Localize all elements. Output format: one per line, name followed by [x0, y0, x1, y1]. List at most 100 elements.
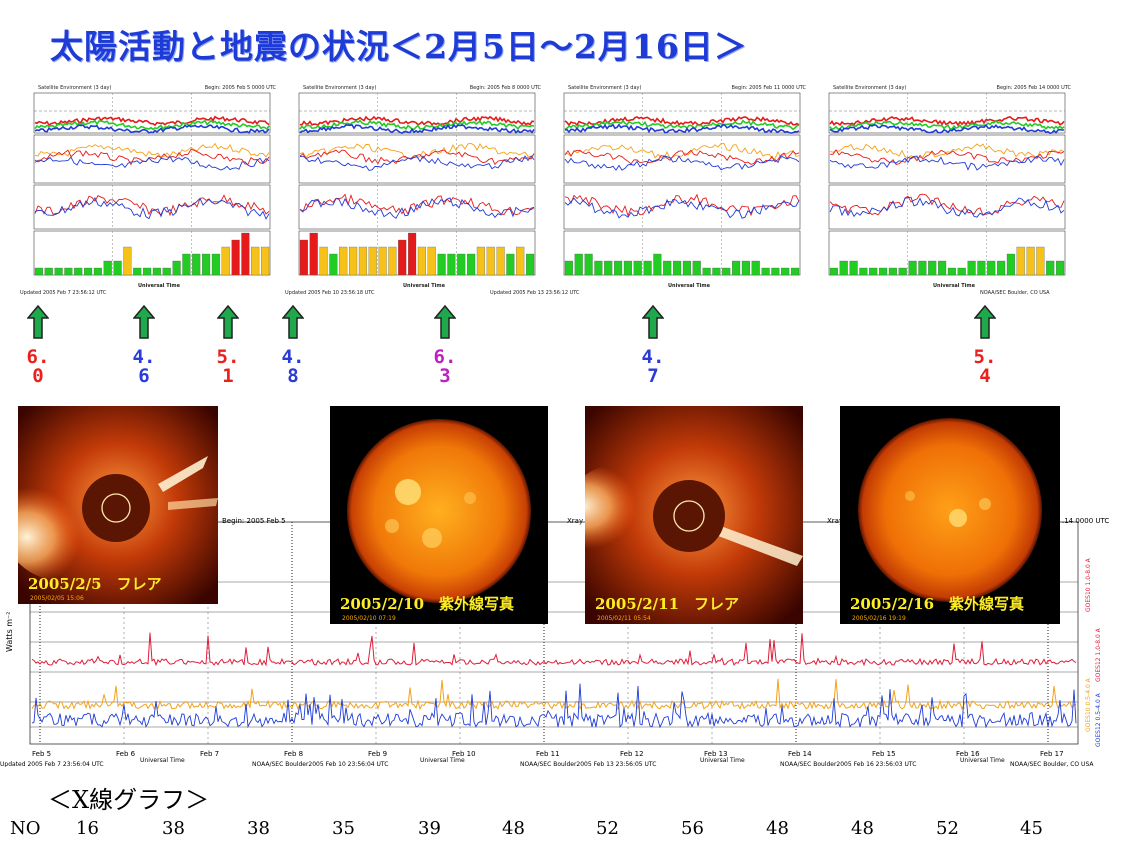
kp-bar — [182, 253, 191, 276]
kp-bar — [447, 253, 456, 276]
kp-bar — [967, 260, 976, 276]
magnetometer-line — [564, 193, 800, 217]
kp-bar — [437, 253, 446, 276]
panel-footer-mid: Universal Time — [403, 283, 445, 289]
kp-bar — [839, 260, 848, 276]
kp-bar — [732, 260, 741, 276]
kp-bar — [44, 267, 53, 276]
panel-header-left: Satellite Environment (3 day) — [833, 85, 907, 91]
satellite-panel: Satellite Environment (3 day) Begin: 200… — [815, 83, 1077, 298]
xray-day-tick: Feb 15 — [872, 750, 896, 758]
photo-timestamp: 2005/02/05 15:06 — [30, 595, 84, 602]
kp-bar — [467, 253, 476, 276]
kp-bar — [74, 267, 83, 276]
magnitude-label: 4. 8 — [281, 346, 305, 387]
xray-day-tick: Feb 13 — [704, 750, 728, 758]
plot-frame — [298, 134, 536, 184]
magnitude-label: 5. 1 — [216, 346, 240, 387]
photo-timestamp: 2005/02/11 05:54 — [597, 615, 651, 622]
kp-bar — [653, 253, 662, 276]
xray-day-tick: Feb 7 — [200, 750, 219, 758]
xray-day-tick: Feb 12 — [620, 750, 644, 758]
kp-bar — [192, 253, 201, 276]
plot-frame — [563, 230, 801, 276]
xray-graph-label: ＜X線グラフ＞ — [48, 786, 210, 814]
kp-bar — [751, 260, 760, 276]
kp-bar — [888, 267, 897, 276]
magnetometer-line — [299, 197, 535, 219]
xray-frame — [29, 521, 1079, 745]
kp-bar — [221, 246, 230, 276]
kp-bar — [103, 260, 112, 276]
kp-bar — [113, 260, 122, 276]
satellite-chart — [298, 92, 536, 276]
kp-bar — [378, 246, 387, 276]
magnitude-label: 5. 4 — [973, 346, 997, 387]
xray-footer: Updated 2005 Feb 7 23:56:04 UTC — [0, 761, 104, 767]
kp-bar — [476, 246, 485, 276]
kp-bar — [54, 267, 63, 276]
proton-flux-line — [299, 123, 535, 135]
proton-flux-line — [564, 116, 800, 127]
plot-frame — [33, 134, 271, 184]
panel-header-right: Begin: 2005 Feb 5 0000 UTC — [204, 85, 276, 91]
kp-bar — [1016, 246, 1025, 276]
satellite-chart — [563, 92, 801, 276]
panel-header-right: Begin: 2005 Feb 14 0000 UTC — [996, 85, 1071, 91]
page-title: 太陽活動と地震の状況＜2月5日～2月16日＞ — [50, 27, 748, 66]
kp-bar — [692, 260, 701, 276]
electron-flux-line — [829, 155, 1065, 171]
plot-frame — [563, 134, 801, 184]
kp-bar — [1036, 246, 1045, 276]
xray-legend-entry: GOES12 0.5-4.0 A — [1095, 692, 1102, 747]
plot-frame — [828, 134, 1066, 184]
magnitude-label: 4. 7 — [641, 346, 665, 387]
electron-flux-line — [829, 143, 1065, 159]
xray-day-tick: Feb 11 — [536, 750, 560, 758]
kp-bar — [516, 246, 525, 276]
kp-bar — [241, 232, 250, 276]
up-arrow-icon — [974, 305, 996, 339]
kp-bar — [898, 267, 907, 276]
kp-bar — [781, 267, 790, 276]
panel-header-left: Satellite Environment (3 day) — [568, 85, 642, 91]
no-value: 56 — [681, 818, 704, 839]
electron-flux-line — [34, 142, 270, 158]
coronagraph-image — [565, 406, 803, 624]
kp-bar — [722, 267, 731, 276]
proton-flux-line — [564, 119, 800, 131]
magnetometer-line — [564, 197, 800, 219]
xray-day-tick: Feb 8 — [284, 750, 303, 758]
proton-flux-line — [299, 115, 535, 126]
proton-flux-line — [829, 115, 1065, 127]
electron-flux-line — [299, 155, 535, 171]
earthquake-no-row: NO 16 38 38 35 39 48 52 56 48 48 52 45 — [0, 818, 1133, 846]
kp-bar — [457, 253, 466, 276]
magnetometer-line — [299, 193, 535, 216]
kp-bar — [712, 267, 721, 276]
electron-flux-line — [564, 155, 800, 171]
panel-footer-mid: Universal Time — [668, 283, 710, 289]
xray-ut-label: Universal Time — [420, 757, 465, 764]
xray-footer: NOAA/SEC Boulder2005 Feb 10 23:56:04 UTC — [252, 761, 388, 767]
no-label: NO — [10, 818, 41, 839]
euv-sun-image — [840, 406, 1060, 624]
plot-frame — [563, 184, 801, 230]
no-value: 48 — [851, 818, 874, 839]
solar-photo-coronagraph: 2005/2/11 フレア 2005/02/11 05:54 — [565, 406, 803, 624]
panel-header-right: Begin: 2005 Feb 8 0000 UTC — [469, 85, 541, 91]
proton-flux-line — [34, 115, 270, 127]
euv-sun-image — [330, 406, 548, 624]
xray-day-tick: Feb 9 — [368, 750, 387, 758]
satellite-panel: Satellite Environment (3 day) Begin: 200… — [20, 83, 282, 298]
plot-frame — [33, 92, 271, 134]
kp-bar — [417, 246, 426, 276]
kp-bar — [358, 246, 367, 276]
kp-bar — [869, 267, 878, 276]
xray-legend-entry: GOES10 1.0-8.0 A — [1085, 557, 1092, 612]
kp-bar — [34, 267, 43, 276]
magnitude-label: 6. 0 — [26, 346, 50, 387]
proton-flux-line — [829, 123, 1064, 135]
kp-bar — [604, 260, 613, 276]
photo-caption: 2005/2/10 紫外線写真 — [340, 595, 515, 613]
